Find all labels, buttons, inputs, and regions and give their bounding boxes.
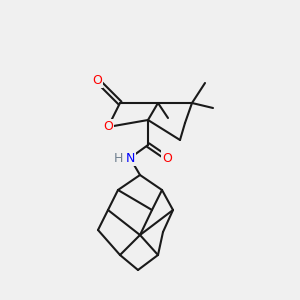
Text: O: O xyxy=(92,74,102,86)
Text: H: H xyxy=(113,152,123,164)
Text: N: N xyxy=(125,152,135,164)
Text: O: O xyxy=(162,152,172,164)
Text: O: O xyxy=(103,121,113,134)
